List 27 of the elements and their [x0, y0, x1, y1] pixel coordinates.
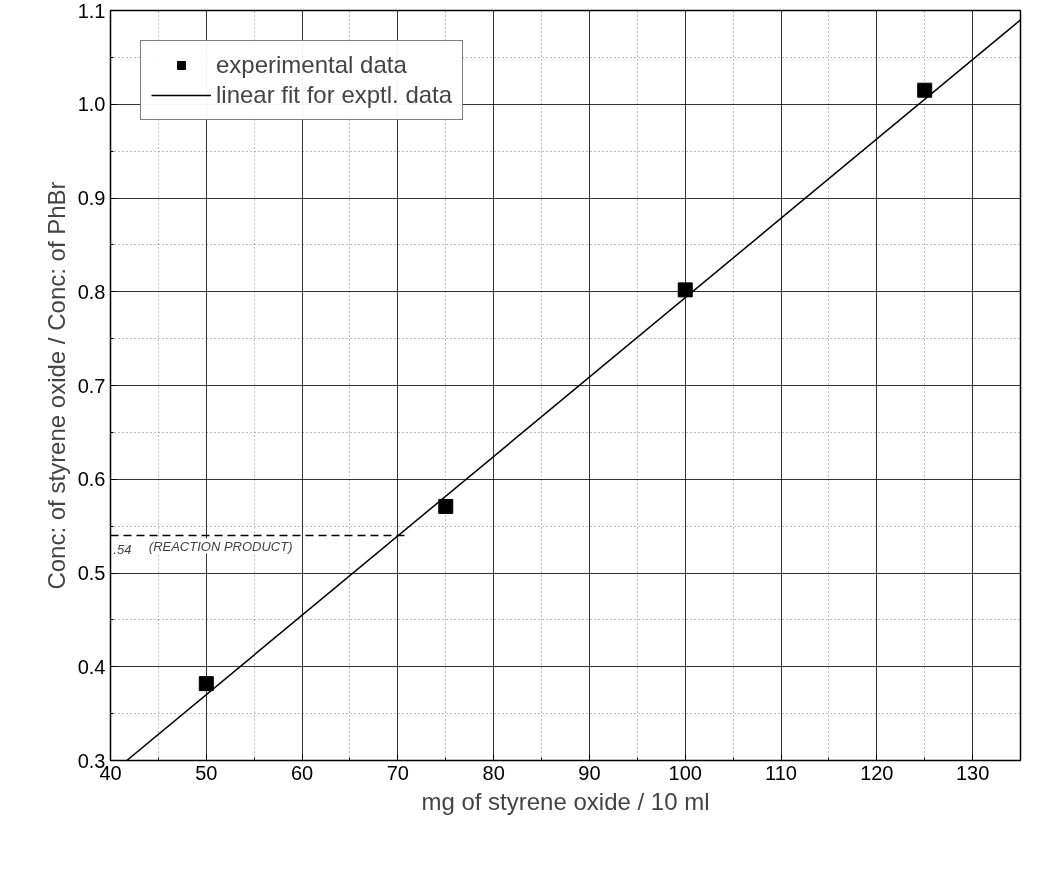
- annotation: (REACTION PRODUCT): [148, 538, 293, 554]
- y-tick-label: 0.4: [77, 655, 106, 678]
- legend-label: experimental data: [216, 51, 407, 79]
- point: [917, 82, 933, 98]
- x-tick-label: 70: [386, 761, 409, 784]
- x-tick-label: 130: [955, 761, 990, 784]
- x-tick-label: 110: [765, 761, 797, 784]
- point: [198, 676, 214, 692]
- x-tick-label: 100: [668, 761, 702, 784]
- y-tick-label: 1.0: [77, 93, 106, 116]
- x-tick-label: 50: [195, 761, 218, 784]
- x-axis-title: mg of styrene oxide / 10 ml: [421, 787, 710, 815]
- y-tick-label: 0.6: [77, 468, 106, 491]
- x-tick-label: 120: [860, 761, 894, 784]
- x-tick-label: 80: [482, 761, 505, 784]
- x-tick-label: 60: [290, 761, 314, 784]
- y-tick-label: 0.7: [77, 374, 106, 397]
- legend-label: linear fit for exptl. data: [216, 81, 453, 109]
- y-tick-label: 0.9: [77, 187, 106, 209]
- y-tick-label: 0.8: [77, 280, 106, 303]
- point: [438, 498, 454, 514]
- y-axis-title: Conc: of styrene oxide / Conc: of PhBr: [42, 181, 70, 590]
- y-tick-label: 1.1: [77, 0, 106, 22]
- point: [677, 282, 693, 298]
- y-tick-label: 0.5: [77, 562, 106, 584]
- annotation: .54: [113, 541, 132, 557]
- x-tick-label: 90: [578, 761, 601, 784]
